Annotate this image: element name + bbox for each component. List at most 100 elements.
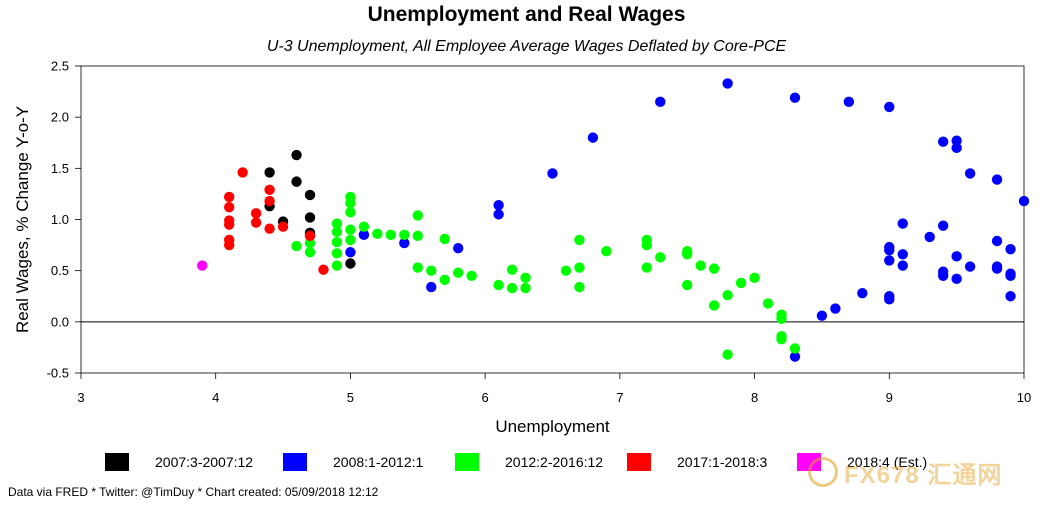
data-point-series-1 [937, 266, 949, 277]
data-point-series-1 [924, 231, 935, 243]
y-tick-label: 1.0 [51, 212, 69, 227]
chart-subtitle: U-3 Unemployment, All Employee Average W… [266, 38, 787, 55]
y-tick-label: 1.5 [51, 161, 69, 176]
data-point-series-2 [426, 265, 437, 276]
data-point-series-1 [991, 174, 1003, 185]
data-point-series-1 [951, 251, 962, 262]
data-point-series-2 [493, 279, 504, 291]
data-point-series-3 [223, 191, 235, 203]
data-point-series-2 [641, 239, 652, 251]
data-point-series-1 [951, 135, 962, 146]
legend-label: 2017:1-2018:3 [677, 454, 768, 470]
data-point-series-1 [884, 294, 895, 305]
data-point-series-1 [951, 142, 962, 154]
data-point-series-1 [991, 261, 1003, 272]
legend-swatch [283, 453, 307, 471]
data-point-series-4 [197, 260, 208, 271]
data-point-series-1 [345, 247, 356, 258]
data-point-series-1 [1005, 270, 1016, 281]
data-point-series-1 [897, 218, 908, 229]
x-tick-label: 10 [1017, 390, 1031, 405]
data-point-series-2 [345, 207, 356, 218]
y-tick-label: 2.0 [51, 110, 69, 125]
data-point-series-2 [655, 252, 666, 263]
data-point-series-0 [291, 176, 302, 187]
data-point-series-1 [843, 96, 855, 108]
x-tick-label: 5 [347, 390, 354, 405]
legend-swatch [455, 453, 479, 471]
x-tick-label: 7 [616, 390, 623, 405]
data-point-series-2 [574, 281, 585, 293]
data-point-series-1 [884, 241, 895, 253]
x-tick-label: 9 [886, 390, 893, 405]
data-point-series-0 [304, 189, 316, 201]
plot-area-frame [80, 65, 1025, 374]
data-point-series-0 [264, 167, 275, 178]
data-point-series-1 [897, 260, 908, 271]
data-point-series-2 [372, 228, 383, 240]
data-point-series-1 [1005, 243, 1016, 255]
data-point-series-2 [304, 247, 316, 258]
data-point-series-0 [291, 149, 302, 161]
data-point-series-2 [574, 234, 585, 246]
legend-swatch [105, 453, 129, 471]
data-point-series-1 [830, 303, 841, 314]
data-point-series-1 [964, 261, 976, 272]
data-point-series-2 [749, 272, 760, 284]
data-point-series-2 [601, 246, 612, 257]
data-point-series-2 [331, 218, 343, 229]
data-point-series-1 [493, 199, 504, 211]
data-point-series-2 [466, 270, 477, 281]
x-tick-label: 8 [751, 390, 758, 405]
data-point-series-2 [682, 279, 693, 291]
data-point-series-1 [937, 220, 949, 231]
data-points [197, 78, 1030, 362]
data-point-series-2 [641, 262, 652, 273]
data-point-series-2 [722, 349, 733, 360]
data-point-series-2 [358, 221, 370, 232]
data-point-series-1 [358, 229, 370, 241]
data-point-series-1 [789, 351, 801, 362]
y-tick-label: 2.5 [51, 59, 69, 74]
data-point-series-2 [345, 197, 356, 209]
data-point-series-2 [331, 236, 343, 248]
data-point-series-3 [250, 208, 262, 219]
data-point-series-2 [412, 262, 423, 273]
data-point-series-0 [345, 258, 356, 269]
y-tick-label: -0.5 [47, 366, 69, 381]
y-axis-ticks: -0.5 0.0 0.5 1.0 1.5 2.0 2.5 [47, 59, 81, 381]
legend: 2007:3-2007:12 2008:1-2012:1 2012:2-2016:1… [105, 453, 927, 471]
data-point-series-1 [399, 237, 410, 249]
watermark-logo-icon [808, 457, 838, 487]
data-point-series-1 [816, 310, 828, 321]
data-point-series-3 [223, 202, 235, 213]
data-point-series-3 [223, 219, 235, 230]
data-point-series-2 [304, 237, 316, 249]
data-point-series-2 [291, 240, 302, 252]
x-axis-label: Unemployment [495, 417, 610, 436]
data-point-series-2 [506, 282, 518, 294]
data-point-series-1 [991, 235, 1003, 247]
data-point-series-1 [453, 242, 464, 254]
x-tick-label: 4 [212, 390, 219, 405]
data-point-series-2 [439, 274, 450, 286]
data-point-series-3 [237, 167, 248, 178]
y-tick-label: 0.0 [51, 314, 69, 329]
data-point-series-3 [223, 239, 235, 251]
data-point-series-3 [304, 230, 316, 242]
data-point-series-2 [345, 234, 356, 246]
data-point-series-1 [884, 255, 895, 266]
data-point-series-1 [951, 273, 962, 285]
data-point-series-2 [708, 263, 720, 274]
data-point-series-2 [412, 230, 423, 242]
data-point-series-1 [937, 136, 949, 147]
x-tick-label: 6 [482, 390, 489, 405]
data-point-series-2 [560, 265, 572, 276]
data-point-series-1 [655, 96, 666, 108]
data-point-series-1 [897, 249, 908, 260]
data-point-series-2 [506, 264, 518, 275]
data-point-series-2 [399, 229, 410, 241]
data-point-series-1 [884, 101, 895, 113]
legend-label: 2018:4 (Est.) [847, 454, 927, 470]
data-point-series-1 [587, 132, 599, 143]
